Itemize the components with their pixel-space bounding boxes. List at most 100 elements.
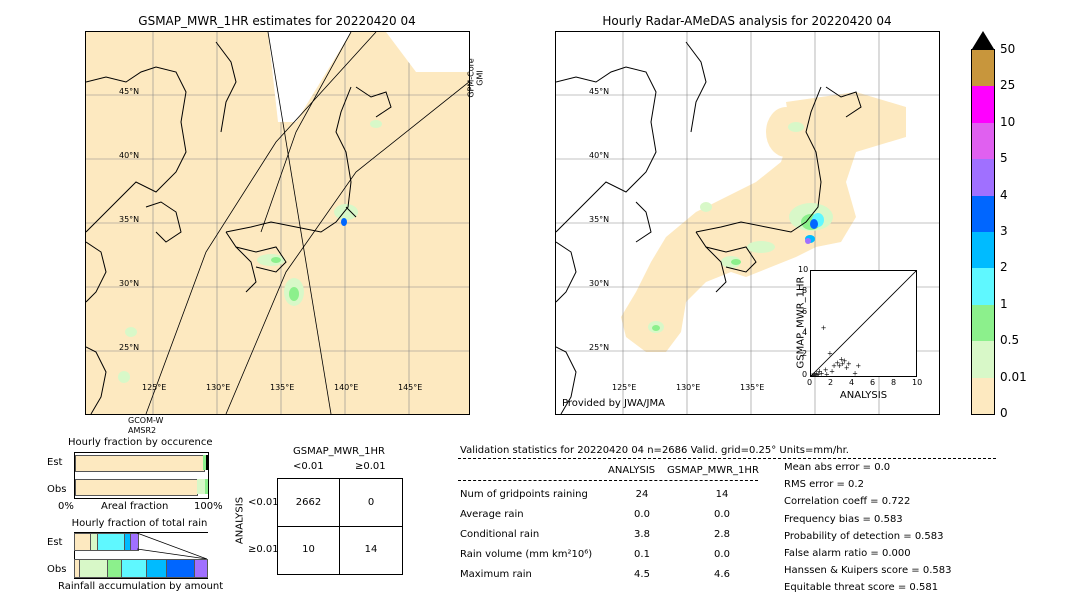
colorbar-label: 3 [1000, 224, 1008, 238]
scatter-point: + [855, 362, 861, 370]
occ-axis-mid: Areal fraction [101, 501, 169, 512]
val-col-gsmap: GSMAP_MWR_1HR [667, 465, 759, 476]
occ-obs-bar-wet [197, 479, 205, 494]
right-lon-135: 135°E [740, 383, 765, 392]
ct-col2: ≥0.01 [355, 461, 386, 472]
val-row-analysis: 3.8 [634, 529, 650, 540]
scatter-xlabel: ANALYSIS [839, 390, 888, 401]
left-lat-45: 45°N [119, 87, 140, 96]
scatter-point: + [827, 349, 833, 357]
scatter-point: + [813, 369, 819, 376]
right-map-panel: 45°N 40°N 35°N 30°N 25°N 125°E 130°E 135… [555, 31, 940, 415]
val-score: Correlation coeff = 0.722 [784, 496, 911, 508]
val-row-gsmap: 2.8 [714, 529, 730, 540]
tot-est-label: Est [47, 537, 63, 548]
left-lon-145: 145°E [398, 383, 423, 392]
occ-est-bar-wet [203, 455, 206, 470]
scatter-point: + [815, 370, 821, 376]
scatter-point: + [852, 369, 858, 376]
val-score: False alarm ratio = 0.000 [784, 548, 911, 559]
swath-top-label: GPM-Core GMI [466, 55, 485, 98]
right-map-title: Hourly Radar-AMeDAS analysis for 2022042… [602, 14, 892, 28]
val-row-label: Average rain [460, 509, 524, 520]
scatter-inset: ++++++++++++++++++++++++ [809, 270, 917, 381]
colorbar-segment [972, 122, 994, 160]
data-credit: Provided by JWA/JMA [562, 398, 665, 409]
scatter-plot: ++++++++++++++++++++++++ [809, 270, 917, 381]
scatter-point: + [823, 366, 829, 374]
colorbar-segment [972, 341, 994, 378]
val-row-label: Rain volume (mm km²10⁶) [460, 549, 593, 560]
colorbar-segment [972, 159, 994, 196]
colorbar-segment [972, 232, 994, 269]
swath-lines [145, 32, 469, 414]
ct-cell-12: 0 [367, 497, 375, 508]
ct-row-axis: ANALYSIS [234, 496, 246, 545]
no-data-region-2 [386, 32, 469, 72]
swath-top-line1: GPM-Core [466, 58, 476, 98]
occurrence-title: Hourly fraction by occurence [68, 437, 213, 448]
scatter-point: + [840, 360, 846, 368]
occ-est-bar-edge [206, 455, 208, 470]
val-row-gsmap: 4.6 [714, 569, 730, 580]
swath-bottom-line2: AMSR2 [128, 426, 157, 435]
scatter-point: + [831, 362, 837, 370]
colorbar-label: 0.01 [1000, 369, 1027, 384]
contingency-table: 2662 0 10 14 [277, 478, 403, 575]
validation-divider-mid [458, 480, 758, 481]
val-row-gsmap: 14 [715, 489, 729, 500]
colorbar-label: 0.5 [1000, 333, 1020, 348]
colorbar-segment [972, 50, 994, 87]
swath-top-line2: GMI [475, 70, 485, 86]
scatter-point: + [836, 362, 842, 370]
left-rain-heavy [341, 218, 347, 226]
left-rain-mid [271, 257, 299, 301]
val-score: Hanssen & Kuipers score = 0.583 [784, 565, 952, 577]
val-row-analysis: 0.1 [634, 549, 650, 560]
ct-row1: <0.01 [248, 497, 279, 508]
total-rain-title: Hourly fraction of total rain [71, 518, 208, 529]
ct-cell-22: 14 [364, 544, 378, 555]
right-lat-25: 25°N [589, 343, 610, 352]
swath-bottom-line1: GCOM-W [128, 416, 164, 425]
left-rain-light [118, 120, 382, 383]
left-map-svg [86, 32, 469, 414]
right-lon-130: 130°E [676, 383, 701, 392]
right-lat-35: 35°N [589, 215, 610, 224]
left-map-title: GSMAP_MWR_1HR estimates for 20220420 04 [138, 14, 416, 28]
colorbar-extend-arrow [972, 31, 994, 49]
colorbar-label: 10 [1000, 114, 1016, 129]
val-score: Mean abs error = 0.0 [784, 462, 891, 473]
val-row-label: Num of gridpoints raining [460, 489, 588, 500]
val-row-gsmap: 0.0 [714, 549, 730, 560]
occ-obs-bar-wet2 [205, 479, 208, 494]
colorbar-segment [972, 86, 994, 123]
scatter-point: + [811, 371, 815, 376]
val-score: Equitable threat score = 0.581 [784, 582, 939, 594]
val-row-gsmap: 0.0 [714, 509, 730, 520]
right-map-svg [556, 32, 939, 414]
occ-axis-left: 0% [58, 501, 74, 512]
scatter-point: + [819, 369, 825, 376]
ct-row2: ≥0.01 [248, 544, 279, 555]
scatter-point: + [811, 370, 817, 376]
ct-cell-21: 10 [302, 544, 315, 555]
occ-est-label: Est [47, 457, 63, 468]
right-lon-125: 125°E [612, 383, 637, 392]
occ-axis-right: 100% [194, 501, 223, 512]
colorbar-label: 5 [1000, 151, 1008, 166]
val-row-label: Maximum rain [460, 569, 532, 580]
left-lat-40: 40°N [119, 151, 140, 160]
colorbar-segment [972, 304, 994, 342]
right-lat-40: 40°N [589, 151, 610, 160]
scatter-point: + [834, 359, 840, 367]
scatter-point: + [829, 367, 835, 375]
validation-header: Validation statistics for 20220420 04 n=… [460, 445, 849, 456]
left-lon-140: 140°E [334, 383, 359, 392]
colorbar-label: 0 [1000, 406, 1008, 420]
ct-cell-11: 2662 [295, 497, 322, 508]
scatter-point: + [816, 367, 822, 375]
val-row-analysis: 4.5 [634, 569, 650, 580]
colorbar-label: 4 [1000, 187, 1008, 202]
left-lon-130: 130°E [206, 383, 231, 392]
